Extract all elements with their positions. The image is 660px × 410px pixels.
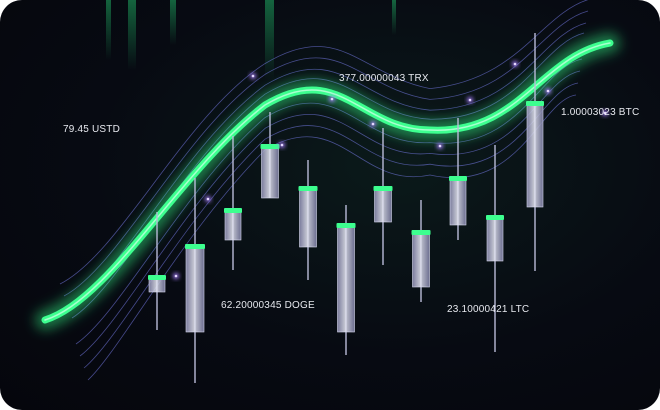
- candlestick: [411, 200, 431, 302]
- candle-body: [185, 245, 205, 333]
- flow-line: [87, 94, 577, 381]
- btc-price-label: 1.00003023 BTC: [561, 107, 640, 118]
- candle-body: [526, 102, 544, 208]
- candle-body: [299, 187, 317, 248]
- sparkle-core: [174, 274, 178, 278]
- candle-cap: [185, 244, 205, 249]
- flow-line: [59, 0, 589, 285]
- candlestick: [185, 178, 205, 383]
- candle-cap: [449, 176, 467, 181]
- candlestick: [486, 145, 504, 352]
- candlestick: [148, 212, 166, 330]
- candle-cap: [486, 215, 504, 220]
- candle-cap: [224, 208, 242, 213]
- candle-cap: [526, 101, 544, 106]
- sparkles: [173, 61, 608, 279]
- flow-line: [67, 22, 587, 309]
- candle-cap: [298, 186, 318, 191]
- candle-cap: [373, 186, 393, 191]
- candlestick: [449, 118, 467, 240]
- candle-body: [224, 209, 242, 241]
- sparkle-core: [438, 144, 442, 148]
- sparkle-core: [251, 74, 255, 78]
- candle-body: [261, 145, 279, 199]
- usdt-price-label: 79.45 USTD: [63, 124, 121, 135]
- candle-body: [486, 216, 504, 262]
- sparkle-core: [206, 197, 210, 201]
- candlestick: [260, 112, 280, 199]
- candle-cap: [148, 275, 166, 280]
- candlestick: [298, 160, 318, 280]
- sparkle-core: [546, 89, 550, 93]
- candle-body: [374, 187, 392, 223]
- flow-line: [79, 70, 581, 357]
- candlestick: [526, 33, 544, 271]
- candle-cap: [336, 223, 356, 228]
- candlestick: [336, 205, 356, 355]
- top-light-streaks: [106, 0, 396, 80]
- sparkle-core: [513, 62, 517, 66]
- candle-cap: [260, 144, 280, 149]
- sparkle-core: [371, 122, 375, 126]
- candle-cap: [411, 230, 431, 235]
- sparkle-core: [280, 143, 284, 147]
- trend-curve-glow: [35, 33, 620, 330]
- candle-body: [449, 177, 467, 226]
- flow-line: [63, 10, 589, 297]
- sparkle-core: [603, 111, 607, 115]
- flow-lines: [59, 0, 589, 381]
- candlesticks: [148, 33, 544, 383]
- trx-price-label: 377.00000043 TRX: [339, 73, 429, 84]
- doge-price-label: 62.20000345 DOGE: [221, 300, 315, 311]
- candlestick: [373, 128, 393, 265]
- candle-body: [412, 231, 430, 288]
- sparkle-core: [330, 97, 334, 101]
- ltc-price-label: 23.10000421 LTC: [447, 304, 530, 315]
- candlestick: [224, 136, 242, 270]
- candle-body: [337, 224, 355, 333]
- sparkle-core: [468, 98, 472, 102]
